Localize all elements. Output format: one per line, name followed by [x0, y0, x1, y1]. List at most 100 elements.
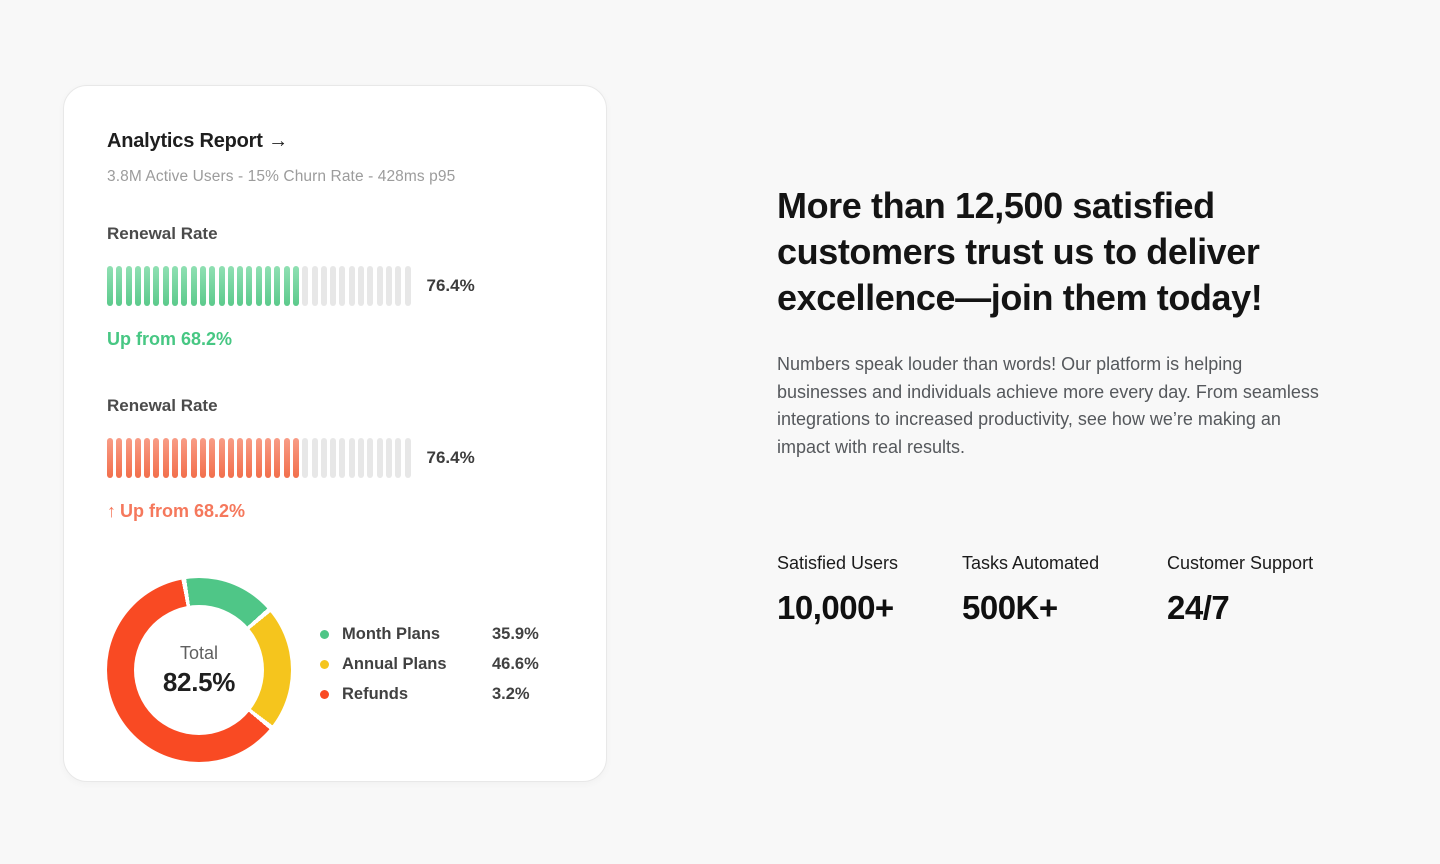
arrow-up-icon: ↑ — [107, 501, 116, 521]
meter-bar — [162, 438, 169, 478]
meter-bar — [116, 438, 123, 478]
meter-bar — [265, 438, 272, 478]
meter-bar — [274, 438, 281, 478]
donut-center-label: Total — [179, 642, 219, 663]
meter-bar — [153, 266, 160, 306]
meter-delta: ↑ Up from 68.2% — [107, 501, 246, 521]
legend-value: 46.6% — [492, 655, 539, 673]
renewal-rate-meter: Renewal Rate 76.4% ↑ Up from 68.2% — [107, 396, 566, 522]
meter-bar — [385, 438, 392, 478]
arrow-right-icon: → — [268, 130, 288, 152]
bar-strip — [107, 266, 411, 306]
meter-bar — [190, 438, 197, 478]
meter-bar — [274, 266, 281, 306]
card-subtitle: 3.8M Active Users - 15% Churn Rate - 428… — [107, 168, 456, 185]
legend-item: Annual Plans 46.6% — [320, 655, 539, 674]
section-heading: More than 12,500 satisfied customers tru… — [777, 183, 1347, 321]
meter-bar — [358, 266, 365, 306]
legend-value: 35.9% — [492, 625, 539, 643]
meter-bar — [181, 438, 188, 478]
meter-bar — [116, 266, 123, 306]
donut-chart: Total 82.5% — [107, 578, 291, 762]
legend-dot-icon — [320, 660, 329, 669]
meter-bar — [107, 266, 113, 306]
meter-label: Renewal Rate — [107, 224, 218, 243]
meter-bar — [367, 266, 374, 306]
meter-bar — [395, 266, 402, 306]
meter-bar — [385, 266, 392, 306]
meter-bar — [292, 266, 299, 306]
meter-bar — [218, 438, 225, 478]
meter-bar — [404, 438, 411, 478]
meter-bar — [292, 438, 299, 478]
meter-bar — [237, 438, 244, 478]
meter-bar — [181, 266, 188, 306]
meter-bar — [134, 438, 141, 478]
meter-bar — [339, 266, 346, 306]
meter-bar — [107, 438, 113, 478]
meter-bar — [227, 266, 234, 306]
meter-bar — [144, 266, 151, 306]
section-paragraph: Numbers speak louder than words! Our pla… — [777, 354, 1319, 457]
stat-label: Tasks Automated — [962, 553, 1100, 573]
legend-value: 3.2% — [492, 685, 530, 703]
stat-label: Satisfied Users — [777, 553, 899, 573]
meter-bar — [255, 438, 262, 478]
meter-bar — [367, 438, 374, 478]
meter-bar — [330, 266, 337, 306]
meter-bar — [246, 266, 253, 306]
legend-label: Refunds — [342, 685, 408, 703]
meter-bars-row: 76.4% — [107, 438, 566, 478]
donut-center: Total 82.5% — [134, 605, 264, 735]
legend-label: Annual Plans — [342, 655, 447, 673]
donut-center-value: 82.5% — [162, 666, 236, 697]
meter-bar — [190, 266, 197, 306]
meter-bar — [302, 438, 309, 478]
meter-bar — [125, 438, 132, 478]
renewal-rate-meter: Renewal Rate 76.4% Up from 68.2% — [107, 224, 566, 350]
meter-bar — [311, 438, 318, 478]
donut-legend: Month Plans 35.9% Annual Plans 46.6% Refunds… — [320, 625, 539, 715]
stat-label: Customer Support — [1167, 553, 1314, 573]
meter-bar — [283, 438, 290, 478]
card-title-text: Analytics Report — [107, 130, 263, 152]
copy-column: More than 12,500 satisfied customers tru… — [777, 183, 1347, 627]
bar-strip — [107, 438, 411, 478]
meter-bar — [311, 266, 318, 306]
meter-bar — [237, 266, 244, 306]
meter-bar — [255, 266, 262, 306]
meter-value: 76.4% — [426, 276, 475, 295]
legend-item: Refunds 3.2% — [320, 685, 539, 704]
meter-bar — [134, 266, 141, 306]
analytics-report-card: Analytics Report → 3.8M Active Users - 1… — [63, 85, 607, 782]
meter-bar — [302, 266, 309, 306]
legend-label: Month Plans — [342, 625, 441, 643]
meter-bar — [172, 438, 179, 478]
meter-bar — [218, 266, 225, 306]
meter-bar — [376, 438, 383, 478]
meter-bar — [348, 266, 355, 306]
meter-bar — [404, 266, 411, 306]
stat-value: 500K+ — [962, 589, 1058, 626]
analytics-report-link[interactable]: Analytics Report → — [107, 130, 566, 153]
meter-bar — [265, 266, 272, 306]
stats-row: Satisfied Users 10,000+ Tasks Automated 500… — [777, 553, 1347, 627]
meter-bar — [395, 438, 402, 478]
heading-line: excellence—join them today! — [777, 277, 1263, 318]
stat-value: 10,000+ — [777, 589, 894, 626]
meter-bars-row: 76.4% — [107, 266, 566, 306]
heading-line: customers trust us to deliver — [777, 231, 1260, 272]
meter-bar — [246, 438, 253, 478]
meter-bar — [358, 438, 365, 478]
plans-donut-block: Total 82.5% Month Plans 35.9% Annual Plans… — [107, 578, 566, 762]
stat: Customer Support 24/7 — [1167, 553, 1313, 627]
meter-label: Renewal Rate — [107, 396, 218, 415]
meter-bar — [330, 438, 337, 478]
renewal-meters: Renewal Rate 76.4% Up from 68.2% Renewal Ra… — [107, 224, 566, 522]
meter-bar — [199, 438, 206, 478]
meter-bar — [227, 438, 234, 478]
meter-bar — [283, 266, 290, 306]
meter-bar — [162, 266, 169, 306]
legend-dot-icon — [320, 630, 329, 639]
